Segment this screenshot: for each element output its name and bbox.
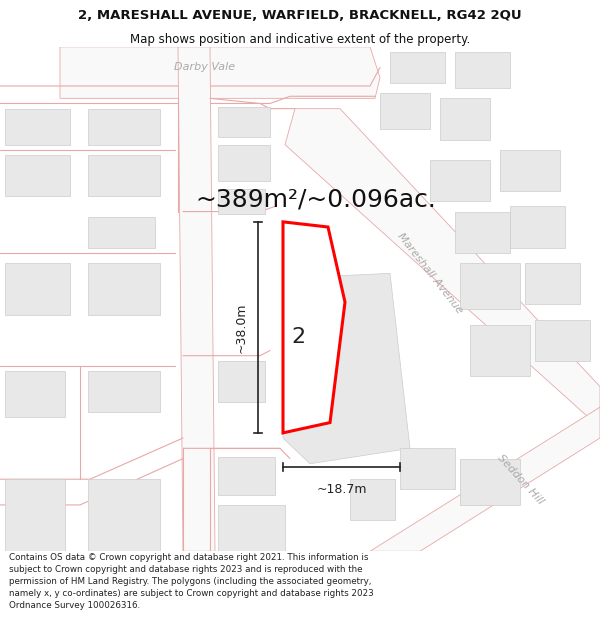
Polygon shape [370, 407, 600, 551]
Polygon shape [470, 325, 530, 376]
Polygon shape [285, 109, 600, 428]
Polygon shape [88, 217, 155, 248]
Polygon shape [88, 109, 160, 144]
Polygon shape [460, 459, 520, 505]
Polygon shape [535, 319, 590, 361]
Polygon shape [283, 273, 410, 464]
Text: Darby Vale: Darby Vale [175, 62, 236, 72]
Polygon shape [390, 52, 445, 83]
Polygon shape [218, 107, 270, 138]
Text: ~389m²/~0.096ac.: ~389m²/~0.096ac. [195, 188, 436, 211]
Polygon shape [400, 448, 455, 489]
Polygon shape [380, 93, 430, 129]
Polygon shape [510, 206, 565, 248]
Polygon shape [455, 52, 510, 88]
Polygon shape [350, 479, 395, 521]
Text: Mareshall Avenue: Mareshall Avenue [395, 231, 464, 316]
Text: 2, MARESHALL AVENUE, WARFIELD, BRACKNELL, RG42 2QU: 2, MARESHALL AVENUE, WARFIELD, BRACKNELL… [78, 9, 522, 22]
Polygon shape [88, 371, 160, 413]
Polygon shape [218, 361, 265, 402]
Polygon shape [455, 212, 510, 253]
Polygon shape [5, 479, 65, 551]
Text: 2: 2 [292, 327, 306, 347]
Text: Map shows position and indicative extent of the property.: Map shows position and indicative extent… [130, 32, 470, 46]
Polygon shape [218, 456, 275, 494]
Polygon shape [88, 155, 160, 196]
Polygon shape [5, 371, 65, 418]
Polygon shape [460, 263, 520, 309]
Polygon shape [218, 189, 265, 214]
Polygon shape [525, 263, 580, 304]
Polygon shape [60, 47, 380, 98]
Polygon shape [218, 144, 270, 181]
Polygon shape [178, 47, 215, 551]
Polygon shape [440, 98, 490, 139]
Text: ~38.0m: ~38.0m [235, 302, 248, 352]
Text: Contains OS data © Crown copyright and database right 2021. This information is
: Contains OS data © Crown copyright and d… [9, 554, 374, 609]
Polygon shape [88, 479, 160, 551]
Polygon shape [88, 263, 160, 314]
Polygon shape [5, 109, 70, 144]
Polygon shape [218, 505, 285, 551]
Polygon shape [500, 150, 560, 191]
Polygon shape [430, 160, 490, 201]
Polygon shape [5, 155, 70, 196]
Text: ~18.7m: ~18.7m [316, 483, 367, 496]
Polygon shape [5, 263, 70, 314]
Text: Seddon Hill: Seddon Hill [495, 452, 545, 506]
Polygon shape [283, 222, 345, 433]
